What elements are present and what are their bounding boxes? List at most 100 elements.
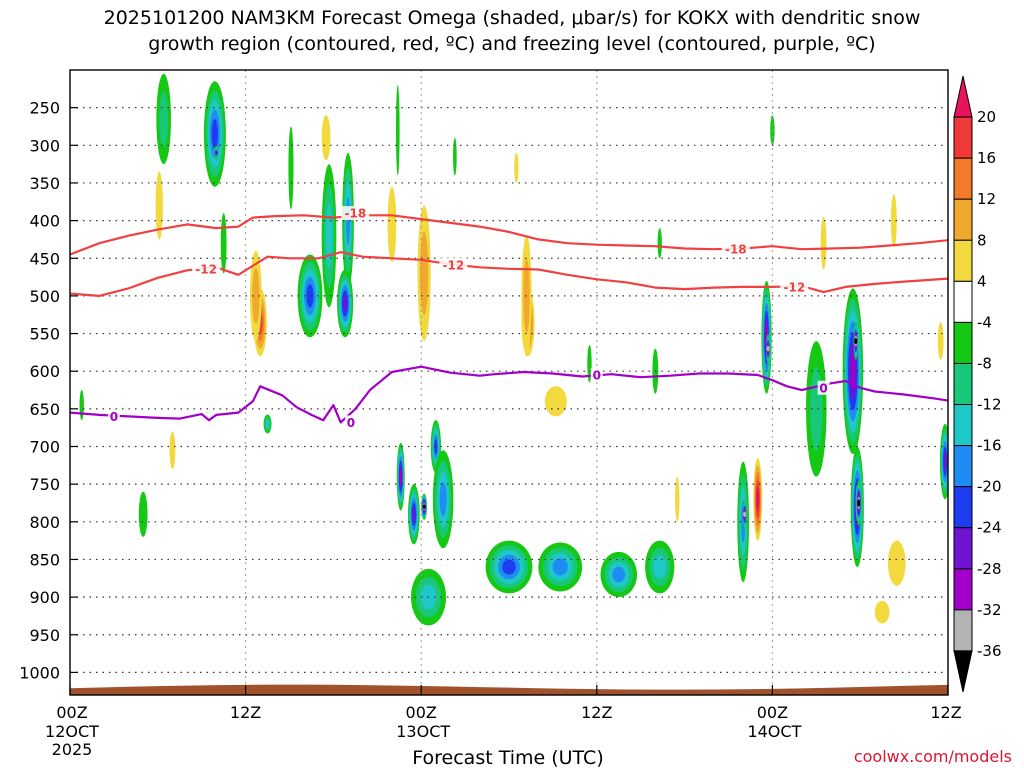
y-tick-label: 900	[29, 588, 60, 607]
x-tick-label: 12Z	[230, 703, 261, 722]
omega-cell-ascent	[214, 151, 218, 155]
colorbar-swatch	[953, 362, 973, 406]
omega-cell-ascent	[159, 91, 169, 147]
omega-cell-ascent	[306, 284, 314, 308]
omega-cell-descent	[675, 476, 680, 522]
omega-cell-ascent	[552, 558, 568, 576]
omega-cell-ascent	[434, 438, 438, 455]
contour-label-bg	[341, 206, 370, 221]
colorbar-label: -4	[977, 313, 992, 331]
y-tick-label: 750	[29, 475, 60, 494]
omega-cell-descent	[169, 431, 176, 470]
contour-label-bg	[721, 242, 750, 257]
colorbar-swatch	[953, 568, 973, 611]
colorbar-label: -12	[977, 396, 1002, 414]
omega-cell-ascent	[265, 419, 270, 429]
colorbar-label: -32	[977, 601, 1002, 619]
contour-label-bg	[780, 279, 809, 294]
colorbar-swatch	[953, 321, 973, 364]
omega-cell-descent	[756, 487, 760, 512]
omega-cell-ascent	[422, 504, 426, 509]
colorbar-label: -36	[977, 642, 1002, 660]
contour-label: -18	[345, 207, 367, 221]
omega-cell-ascent	[79, 390, 84, 421]
colorbar-swatch	[953, 486, 973, 529]
contour-label: 0	[110, 410, 118, 424]
y-tick-label: 350	[29, 174, 60, 193]
omega-cell-descent	[514, 152, 519, 183]
gridlines	[70, 70, 948, 695]
x-axis-label: Forecast Time (UTC)	[412, 747, 603, 768]
x-tick-date: 14OCT	[747, 722, 801, 741]
terrain-layer	[70, 684, 948, 695]
x-tick-label: 00Z	[56, 703, 87, 722]
omega-cell-ascent	[453, 137, 457, 176]
omega-cell-descent	[387, 186, 397, 263]
colorbar-swatch	[953, 239, 973, 282]
x-tick-date: 13OCT	[396, 722, 450, 741]
omega-cell-ascent	[399, 469, 403, 484]
colorbar-swatch	[953, 116, 973, 159]
y-tick-label: 600	[29, 362, 60, 381]
colorbar-label: -8	[977, 354, 992, 372]
contour-label-bg	[590, 367, 603, 382]
y-tick-label: 700	[29, 438, 60, 457]
omega-cell-ascent	[288, 126, 294, 210]
omega-cell-ascent	[412, 506, 416, 522]
y-tick-label: 400	[29, 212, 60, 231]
contour-label-bg	[817, 380, 830, 395]
omega-cell-ascent	[439, 482, 447, 517]
omega-cell-ascent	[325, 203, 333, 268]
colorbar-label: 12	[977, 190, 996, 208]
terrain-ground	[70, 684, 948, 695]
x-tick-label: 00Z	[406, 703, 437, 722]
colorbar-label: -28	[977, 560, 1002, 578]
omega-cell-descent	[888, 540, 906, 586]
x-tick-date: 12OCT	[45, 722, 99, 741]
contour-label: 0	[593, 368, 601, 382]
omega-cell-ascent	[943, 452, 947, 471]
omega-cell-descent	[321, 115, 331, 161]
contour-label: -12	[195, 262, 217, 276]
y-tick-label: 850	[29, 550, 60, 569]
watermark: coolwx.com/models	[854, 747, 1012, 766]
omega-cell-ascent	[766, 345, 770, 352]
colorbar-swatch	[953, 157, 973, 200]
contour-freezing-level	[70, 365, 948, 424]
y-axis: 250 300 350 400 450 500 550 600 650 700 750 800 850 9…	[19, 99, 78, 682]
x-tick-label: 00Z	[757, 703, 788, 722]
omega-cell-ascent	[343, 295, 348, 312]
omega-cell-descent	[820, 216, 827, 270]
colorbar-swatch	[953, 527, 973, 570]
colorbar-label: 20	[977, 108, 996, 126]
omega-cell-ascent	[612, 566, 626, 583]
y-tick-label: 300	[29, 136, 60, 155]
omega-cell-descent	[155, 171, 163, 240]
y-tick-label: 1000	[19, 663, 60, 682]
chart-title-line-1: 2025101200 NAM3KM Forecast Omega (shaded…	[104, 7, 921, 29]
y-tick-label: 950	[29, 626, 60, 645]
colorbar-swatch	[953, 445, 973, 488]
contour-dendritic-snow-growth-top	[70, 214, 948, 256]
omega-cell-ascent	[138, 491, 148, 537]
colorbar-label: -16	[977, 437, 1002, 455]
omega-cell-descent	[544, 386, 567, 417]
contour-label: -12	[784, 280, 806, 294]
y-tick-label: 800	[29, 513, 60, 532]
chart-title-line-2: growth region (contoured, red, ºC) and f…	[148, 33, 875, 55]
contour-label: 0	[819, 381, 827, 395]
omega-cell-ascent	[854, 337, 858, 345]
colorbar-label: 4	[977, 272, 987, 290]
contour-label: 0	[347, 416, 355, 430]
omega-cell-descent	[420, 231, 429, 316]
omega-cell-ascent	[587, 344, 592, 383]
colorbar-label: 8	[977, 231, 987, 249]
plot-frame	[69, 69, 949, 696]
omega-cell-descent	[937, 322, 944, 360]
colorbar: 20 16 12 8 4 -4 -8 -12 -16 -20 -24 -28 -32 -36	[953, 75, 1002, 693]
colorbar-label: -20	[977, 478, 1002, 496]
colorbar-swatch	[953, 609, 973, 652]
colorbar-swatch	[953, 75, 973, 118]
omega-cell-ascent	[857, 499, 861, 507]
